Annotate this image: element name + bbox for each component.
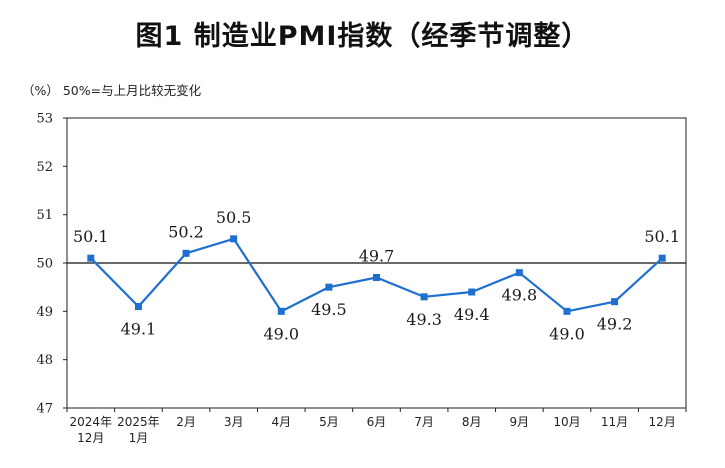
data-point xyxy=(420,293,428,301)
data-label: 49.5 xyxy=(311,300,347,319)
data-label: 50.2 xyxy=(168,222,204,241)
x-tick-label: 12月 xyxy=(649,415,676,429)
data-label: 49.0 xyxy=(263,324,299,343)
data-point xyxy=(515,269,523,277)
y-tick-label: 49 xyxy=(36,305,53,320)
data-point xyxy=(134,303,142,310)
x-tick-label: 4月 xyxy=(271,415,291,429)
x-tick-label: 2025年 xyxy=(117,415,160,429)
data-point xyxy=(658,254,666,262)
y-tick-label: 52 xyxy=(36,160,53,175)
data-point xyxy=(230,235,238,243)
data-point xyxy=(611,298,619,306)
data-point xyxy=(373,274,380,281)
x-tick-label: 9月 xyxy=(510,415,530,429)
data-label: 49.8 xyxy=(502,286,538,305)
data-point xyxy=(563,307,571,315)
x-tick-label: 10月 xyxy=(553,415,580,429)
data-label: 49.4 xyxy=(454,305,490,324)
x-tick-label: 12月 xyxy=(77,431,104,445)
x-tick-label: 11月 xyxy=(601,415,628,429)
x-tick-label: 3月 xyxy=(224,415,244,429)
data-label: 49.3 xyxy=(406,310,442,329)
data-point xyxy=(277,307,285,315)
x-tick-label: 1月 xyxy=(129,431,149,445)
data-label: 49.7 xyxy=(359,247,395,266)
data-label: 50.1 xyxy=(644,227,680,246)
x-tick-label: 6月 xyxy=(367,415,387,429)
unit-note: （%） 50%=与上月比较无变化 xyxy=(22,83,202,98)
data-point xyxy=(182,249,190,257)
data-point xyxy=(325,283,333,291)
x-tick-label: 8月 xyxy=(462,415,482,429)
x-tick-label: 2024年 xyxy=(70,415,113,429)
y-tick-label: 53 xyxy=(36,112,53,127)
x-tick-label: 5月 xyxy=(319,415,339,429)
data-label: 49.1 xyxy=(121,320,157,339)
data-point xyxy=(87,254,95,262)
y-tick-label: 47 xyxy=(36,402,53,417)
y-tick-label: 48 xyxy=(36,353,53,368)
data-label: 50.5 xyxy=(216,208,252,227)
y-tick-label: 50 xyxy=(36,257,53,272)
x-tick-label: 7月 xyxy=(414,415,434,429)
chart-title: 图1 制造业PMI指数（经季节调整） xyxy=(135,21,590,52)
data-label: 49.0 xyxy=(549,324,585,343)
y-tick-label: 51 xyxy=(36,208,53,223)
x-tick-label: 2月 xyxy=(176,415,196,429)
data-point xyxy=(468,288,476,296)
data-label: 50.1 xyxy=(73,227,109,246)
data-label: 49.2 xyxy=(597,315,633,334)
